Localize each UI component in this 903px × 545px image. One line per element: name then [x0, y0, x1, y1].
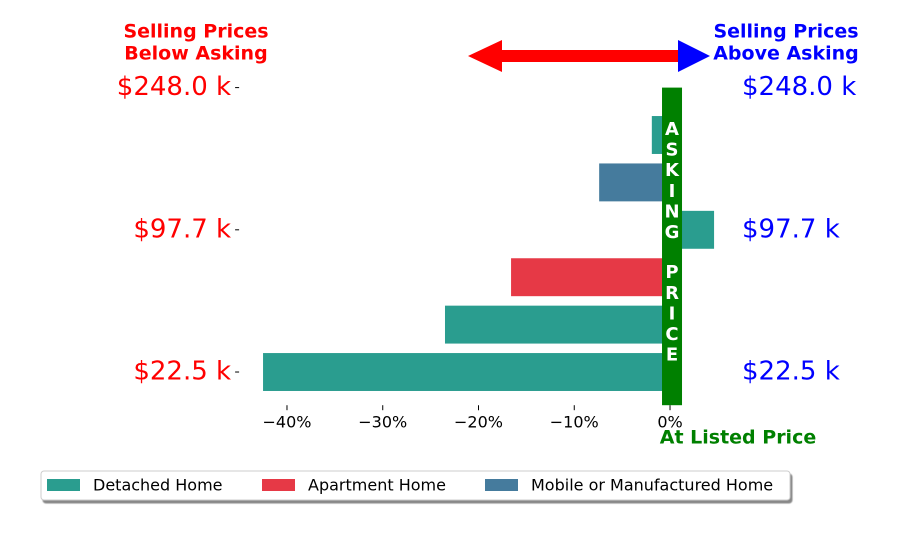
- bar: [444, 305, 671, 344]
- y2-tick-label: $97.7 k: [742, 214, 840, 244]
- bar: [511, 258, 671, 297]
- legend-label: Apartment Home: [308, 476, 446, 495]
- right-title: Selling Prices: [713, 21, 858, 43]
- legend-swatch: [262, 479, 295, 491]
- bar: [599, 163, 671, 202]
- legend-frame: [40, 470, 791, 501]
- y-tick-label: $22.5 k: [133, 357, 231, 387]
- x-axis-label: At Listed Price: [660, 427, 816, 449]
- legend-label: Detached Home: [93, 476, 223, 495]
- legend-swatch: [47, 479, 80, 491]
- x-tick-label: −20%: [454, 413, 503, 432]
- left-title: Selling Prices: [123, 21, 268, 43]
- x-tick-label: −30%: [358, 413, 407, 432]
- legend: Detached Home Apartment Home Mobile or Man…: [40, 470, 791, 501]
- x-tick-label: −10%: [550, 413, 599, 432]
- y2-tick-label: $22.5 k: [742, 357, 840, 387]
- bar: [263, 353, 671, 391]
- x-tick-label: 0%: [657, 413, 682, 432]
- direction-arrow: [468, 40, 710, 72]
- left-title: Below Asking: [124, 43, 267, 65]
- asking-price-band: [662, 87, 683, 406]
- legend-swatch: [485, 479, 518, 491]
- y-tick-label: $248.0 k: [117, 72, 231, 102]
- legend-label: Mobile or Manufactured Home: [531, 476, 773, 495]
- right-title: Above Asking: [713, 43, 859, 65]
- y-tick-label: $97.7 k: [133, 214, 231, 244]
- y2-tick-label: $248.0 k: [742, 72, 856, 102]
- x-tick-label: −40%: [262, 413, 311, 432]
